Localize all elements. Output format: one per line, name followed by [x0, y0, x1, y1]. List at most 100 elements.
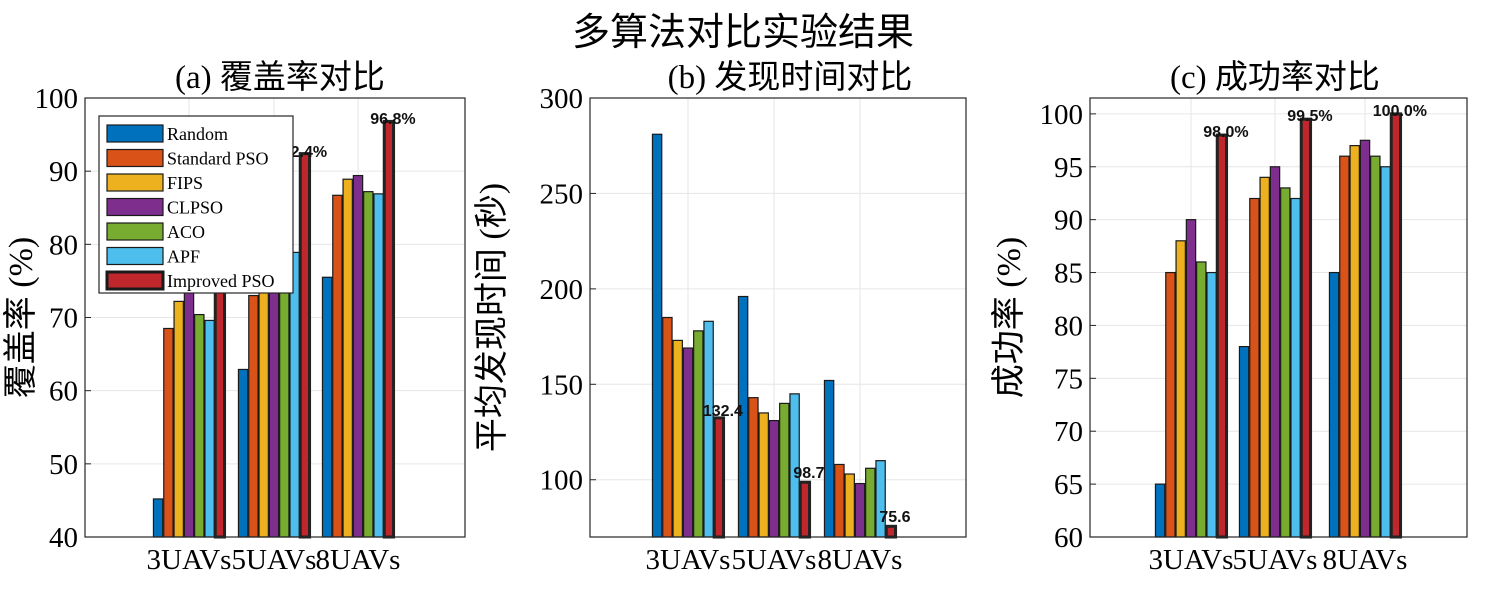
legend-label: FIPS [167, 173, 203, 193]
bar-improved-pso [213, 286, 227, 539]
y-tick-label: 85 [1054, 258, 1083, 290]
panel-title: (b) 发现时间对比 [668, 59, 913, 96]
y-tick-label: 70 [1054, 416, 1083, 448]
bar-random [651, 133, 663, 538]
bar-clpso [352, 174, 364, 538]
y-tick-label: 60 [1054, 522, 1083, 554]
bar-apf [1206, 271, 1217, 538]
data-label: 98.7 [793, 465, 824, 482]
bar-clpso [183, 291, 195, 538]
y-tick-label: 60 [49, 376, 78, 408]
legend-swatch [105, 270, 165, 291]
bar-apf [703, 320, 714, 538]
bar-apf [373, 193, 384, 538]
y-tick-label: 50 [49, 449, 78, 481]
x-tick-label: 8UAVs [818, 544, 903, 576]
y-tick-label: 95 [1054, 152, 1083, 184]
bar-standard-pso [1165, 271, 1176, 538]
y-tick-label: 80 [1054, 310, 1083, 342]
x-tick-label: 3UAVs [1149, 544, 1234, 576]
bar-standard-pso [248, 294, 259, 538]
bar-random [1154, 483, 1166, 538]
bar-clpso [854, 482, 866, 538]
x-tick-label: 3UAVs [646, 544, 731, 576]
bar-fips [1175, 240, 1186, 538]
bar-apf [204, 319, 215, 538]
legend-label: ACO [167, 222, 205, 242]
y-tick-label: 90 [1054, 205, 1083, 237]
bar-aco [1280, 187, 1291, 538]
bar-improved-pso [884, 524, 898, 539]
axes-frame [589, 97, 967, 538]
bar-standard-pso [163, 327, 174, 538]
data-label: 100.0% [1373, 103, 1427, 120]
bar-fips [173, 300, 184, 538]
bar-improved-pso [1215, 133, 1229, 539]
bar-improved-pso [1299, 117, 1313, 539]
legend-swatch [106, 197, 164, 217]
bar-standard-pso [1249, 197, 1260, 538]
figure-title: 多算法对比实验结果 [572, 12, 914, 54]
bar-improved-pso [1389, 112, 1403, 539]
legend-swatch [106, 173, 164, 192]
bar-random [1328, 271, 1340, 538]
legend-label: Standard PSO [167, 149, 269, 169]
data-label: 75.6 [879, 509, 910, 526]
panel-title: (a) 覆盖率对比 [175, 59, 385, 96]
y-axis-label: 平均发现时间 (秒) [473, 183, 511, 452]
legend-label: Improved PSO [167, 271, 275, 291]
bar-standard-pso [748, 397, 759, 538]
bar-fips [844, 473, 855, 538]
bar-clpso [768, 419, 780, 538]
panel-b-discovery-time: 100 150 200 250 300 132.4 98.7 75.6 3UAVs 5UAVs 8U… [473, 59, 967, 576]
y-tick-label: 40 [49, 522, 78, 554]
bar-clpso [682, 347, 694, 538]
y-tick-label: 75 [1054, 363, 1083, 395]
data-label: 98.0% [1203, 124, 1248, 141]
bar-fips [1259, 176, 1270, 538]
bar-standard-pso [1339, 155, 1350, 538]
y-tick-label: 250 [540, 178, 584, 210]
legend-label: Random [167, 124, 228, 144]
bar-random [152, 498, 164, 538]
panel-c-success-rate: 60 65 70 75 80 85 90 95 100 98.0% 99.5% 100.0% 3UAVs… [990, 59, 1468, 576]
bar-apf [1380, 166, 1391, 538]
x-tick-label: 5UAVs [732, 544, 817, 576]
bar-improved-pso [798, 480, 812, 539]
bar-random [237, 368, 249, 538]
y-axis-label: 覆盖率 (%) [2, 237, 40, 398]
y-tick-label: 150 [540, 369, 584, 401]
bar-fips [258, 287, 269, 538]
bar-aco [363, 191, 374, 538]
bar-aco [279, 287, 290, 538]
bar-clpso [1185, 219, 1197, 538]
x-tick-label: 3UAVs [147, 544, 232, 576]
legend-swatch [106, 124, 164, 143]
y-tick-label: 90 [49, 156, 78, 188]
axes-frame [1089, 97, 1468, 538]
bar-fips [342, 178, 353, 538]
x-tick-label: 8UAVs [1323, 544, 1408, 576]
data-label: 96.8% [370, 111, 415, 128]
bar-clpso [1269, 166, 1281, 538]
bar-apf [1290, 197, 1301, 538]
x-tick-label: 5UAVs [232, 544, 317, 576]
bar-aco [865, 467, 876, 538]
bar-random [321, 276, 333, 538]
y-tick-label: 200 [540, 274, 584, 306]
legend-label: CLPSO [167, 198, 223, 218]
bar-standard-pso [332, 194, 343, 538]
panel-title: (c) 成功率对比 [1170, 59, 1380, 96]
legend-swatch [106, 148, 164, 168]
data-label: 132.4 [703, 403, 743, 420]
legend: Random Standard PSO FIPS CLPSO ACO APF Improve… [98, 115, 294, 294]
x-tick-label: 5UAVs [1233, 544, 1318, 576]
x-tick-label: 8UAVs [316, 544, 401, 576]
y-tick-label: 70 [49, 303, 78, 335]
axes-frame [84, 97, 466, 538]
bar-aco [779, 402, 790, 538]
bar-fips [758, 412, 769, 538]
y-tick-label: 100 [35, 83, 79, 115]
y-tick-label: 80 [49, 229, 78, 261]
